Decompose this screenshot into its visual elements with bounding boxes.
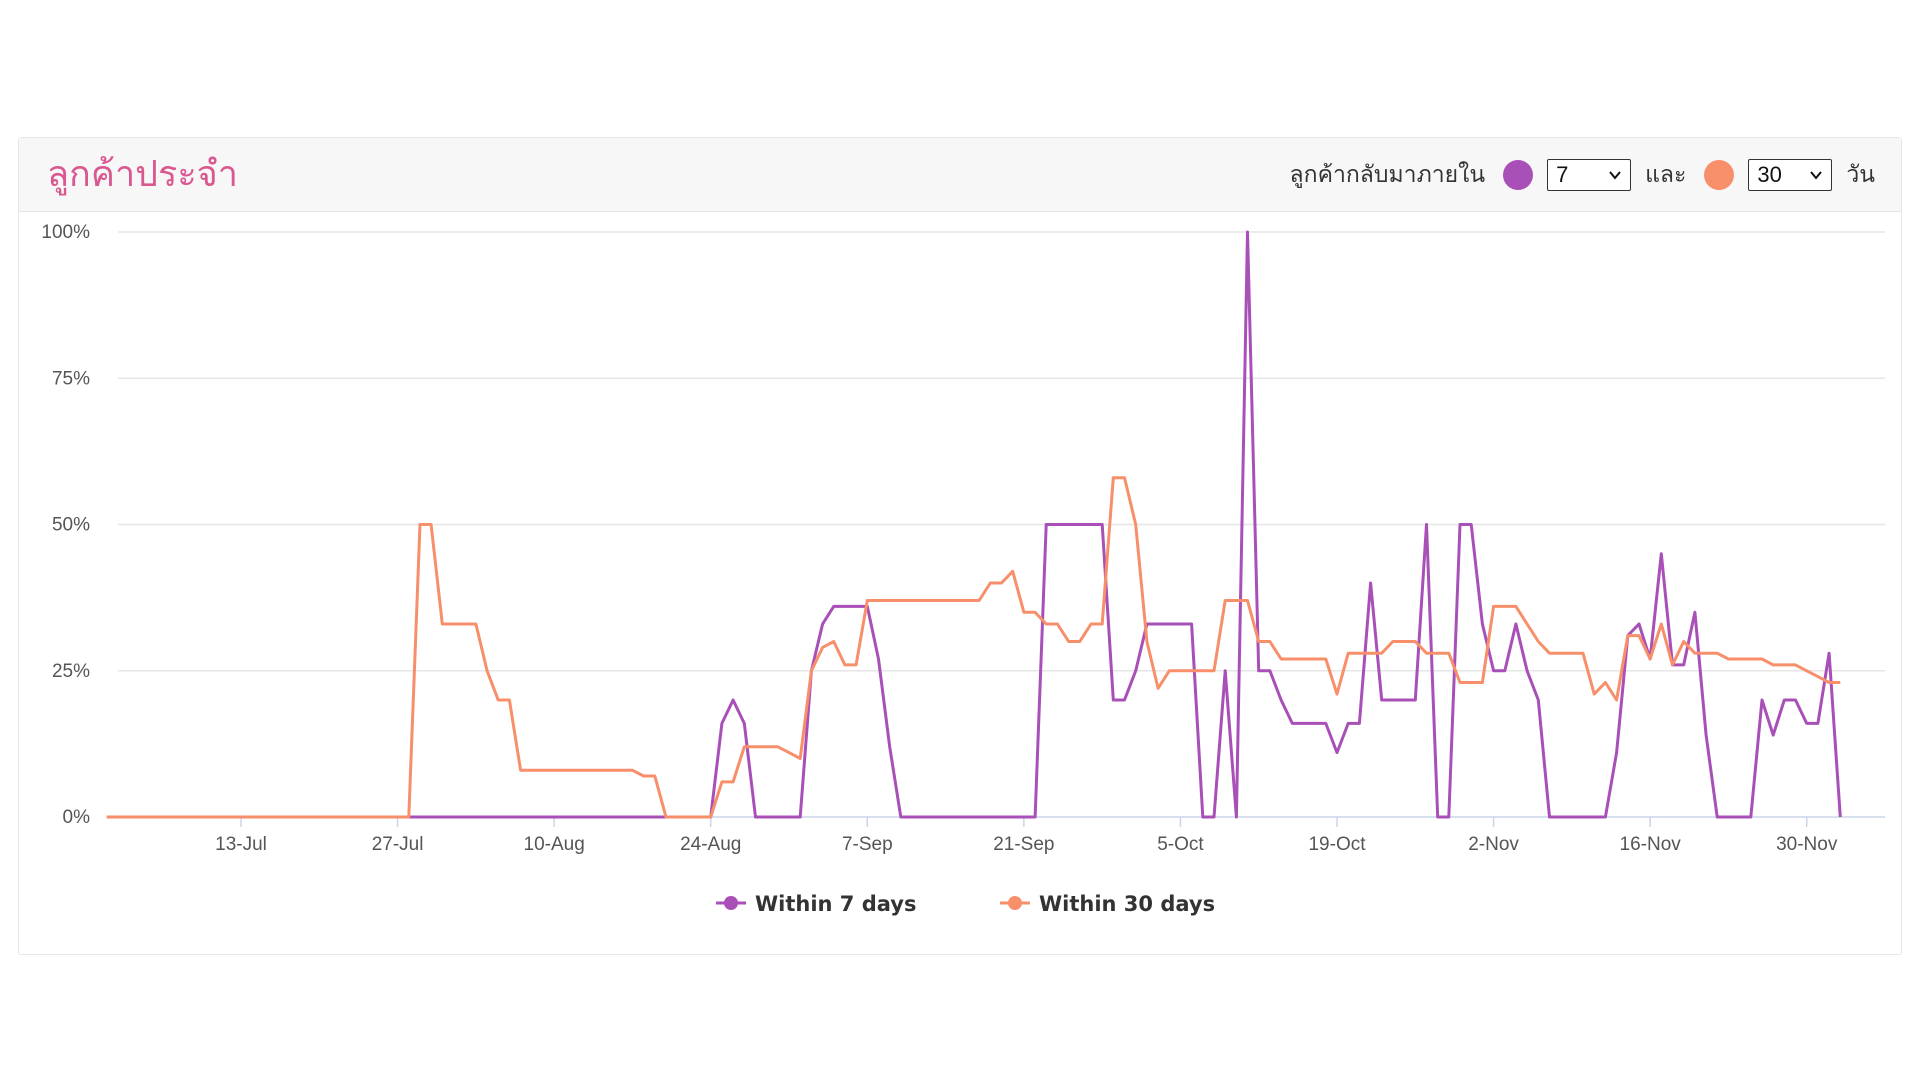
returning-customers-card: ลูกค้าประจำ ลูกค้ากลับมาภายใน 7 และ 30 ว… bbox=[18, 137, 1902, 955]
short-window-select[interactable]: 7 bbox=[1547, 159, 1632, 191]
y-tick-label: 25% bbox=[52, 661, 90, 682]
short-window-value: 7 bbox=[1556, 162, 1569, 187]
x-tick-label: 13-Jul bbox=[215, 834, 267, 855]
x-tick-label: 24-Aug bbox=[680, 834, 741, 855]
x-tick-label: 7-Sep bbox=[842, 834, 893, 855]
card-header: ลูกค้าประจำ ลูกค้ากลับมาภายใน 7 และ 30 ว… bbox=[19, 138, 1901, 212]
legend-label: Within 7 days bbox=[755, 892, 916, 916]
y-tick-label: 100% bbox=[41, 222, 90, 243]
legend-item-within-30-days[interactable]: Within 30 days bbox=[1000, 892, 1215, 916]
days-label: วัน bbox=[1846, 162, 1875, 188]
series-line-within-30-days bbox=[106, 476, 1841, 819]
chevron-down-icon bbox=[1810, 171, 1823, 180]
legend-marker bbox=[1008, 896, 1022, 910]
series-7-color-dot bbox=[1503, 160, 1534, 190]
returning-within-label: ลูกค้ากลับมาภายใน bbox=[1289, 162, 1486, 188]
y-tick-label: 50% bbox=[52, 515, 90, 536]
x-tick-label: 30-Nov bbox=[1776, 834, 1838, 855]
x-tick-label: 10-Aug bbox=[524, 834, 585, 855]
and-label: และ bbox=[1645, 162, 1687, 188]
y-tick-label: 75% bbox=[52, 368, 90, 389]
x-tick-label: 5-Oct bbox=[1157, 834, 1204, 855]
return-window-controls: ลูกค้ากลับมาภายใน 7 และ 30 วัน bbox=[1290, 155, 1875, 195]
long-window-value: 30 bbox=[1757, 162, 1782, 187]
y-tick-label: 0% bbox=[63, 807, 91, 828]
x-tick-label: 16-Nov bbox=[1620, 834, 1682, 855]
x-tick-label: 2-Nov bbox=[1468, 834, 1519, 855]
legend-item-within-7-days[interactable]: Within 7 days bbox=[716, 892, 916, 916]
x-tick-label: 19-Oct bbox=[1308, 834, 1366, 855]
chevron-down-icon bbox=[1609, 171, 1621, 180]
x-tick-label: 27-Jul bbox=[372, 834, 424, 855]
card-title: ลูกค้าประจำ bbox=[47, 154, 238, 195]
series-30-color-dot bbox=[1704, 160, 1735, 190]
x-tick-label: 21-Sep bbox=[993, 834, 1054, 855]
long-window-select[interactable]: 30 bbox=[1748, 159, 1833, 191]
legend-label: Within 30 days bbox=[1039, 892, 1215, 916]
legend-marker bbox=[724, 896, 738, 910]
